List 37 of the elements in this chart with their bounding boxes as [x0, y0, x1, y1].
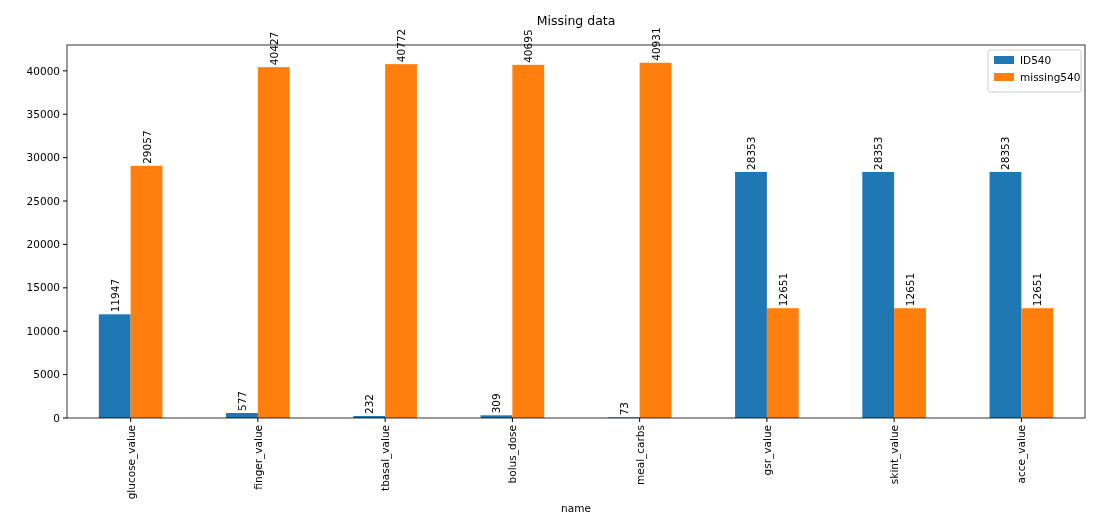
data-label: 28353 — [999, 136, 1012, 170]
y-tick-label: 0 — [53, 411, 60, 424]
data-label: 40931 — [649, 27, 662, 61]
x-tick-label: meal_carbs — [633, 425, 647, 485]
data-label: 40772 — [395, 28, 408, 63]
y-tick-label: 25000 — [26, 194, 60, 207]
x-axis-title: name — [561, 502, 591, 514]
chart-title: Missing data — [536, 13, 616, 28]
data-label: 40427 — [267, 31, 280, 66]
data-label: 12651 — [776, 272, 789, 307]
x-tick-label: gsr_value — [760, 425, 774, 476]
data-label: 73 — [617, 401, 630, 416]
y-tick-label: 20000 — [26, 238, 60, 251]
y-tick-label: 15000 — [26, 281, 60, 294]
data-label: 28353 — [872, 136, 885, 170]
x-tick-label: tbasal_value — [379, 425, 393, 491]
data-label: 11947 — [108, 278, 121, 313]
y-tick-label: 40000 — [26, 64, 60, 77]
data-label: 40695 — [522, 29, 535, 63]
y-tick-label: 35000 — [26, 107, 60, 120]
y-tick-label: 5000 — [33, 368, 60, 381]
y-tick-label: 10000 — [26, 324, 60, 337]
legend-label: ID540 — [1020, 53, 1052, 66]
data-label: 12651 — [1031, 272, 1044, 307]
x-tick-label: bolus_dose — [506, 425, 520, 484]
data-label: 309 — [490, 393, 503, 414]
x-tick-label: glucose_value — [124, 425, 138, 500]
y-tick-label: 30000 — [26, 151, 60, 164]
data-label: 28353 — [744, 136, 757, 170]
legend-label: missing540 — [1020, 70, 1081, 83]
x-tick-label: skint_value — [888, 425, 902, 485]
x-tick-label: finger_value — [251, 425, 265, 490]
data-label: 12651 — [904, 272, 917, 307]
data-label: 232 — [363, 393, 376, 414]
x-tick-label: acce_value — [1015, 425, 1029, 484]
data-label: 29057 — [140, 130, 153, 164]
data-label: 577 — [235, 390, 248, 411]
